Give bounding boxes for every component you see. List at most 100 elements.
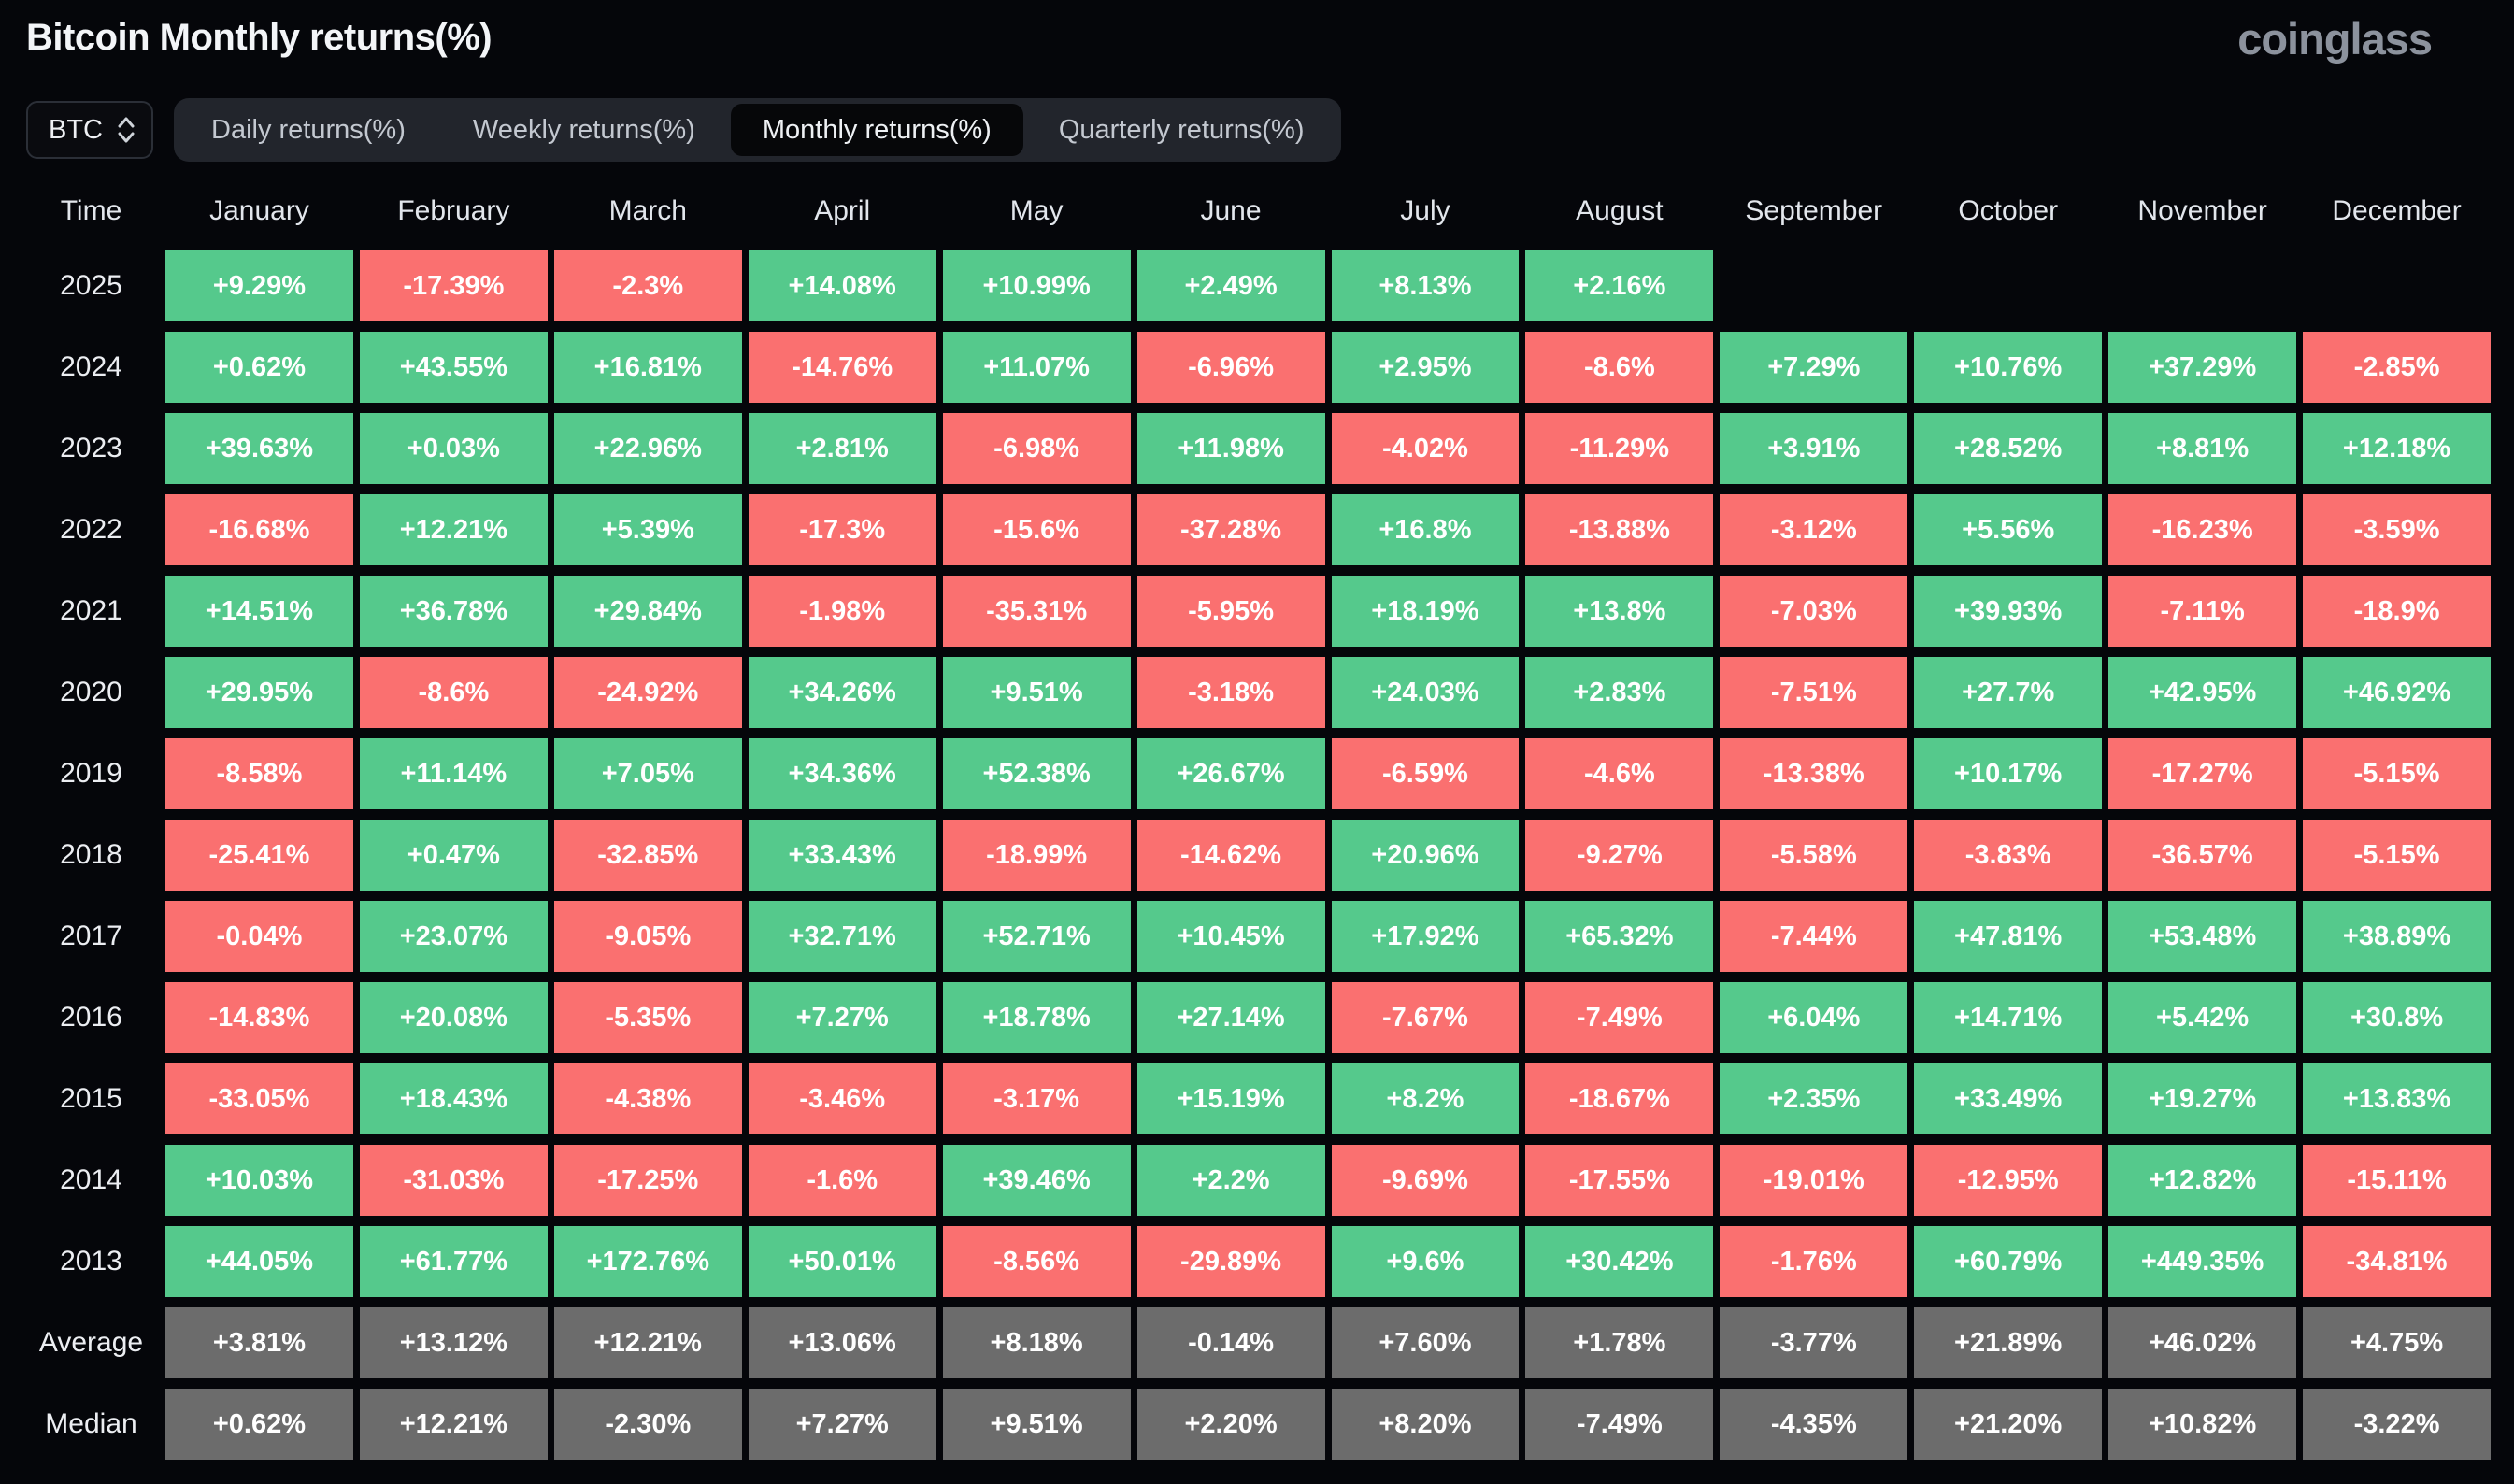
- return-cell: +12.21%: [359, 1389, 548, 1460]
- row-label-2013: 2013: [60, 1246, 122, 1277]
- return-cell: -16.23%: [2108, 494, 2297, 565]
- return-cell: +2.83%: [1525, 657, 1714, 728]
- monthly-returns-table: Time January February March April May June July…: [23, 182, 2491, 1460]
- return-cell: -2.85%: [2303, 332, 2491, 403]
- return-cell: +27.7%: [1914, 657, 2103, 728]
- return-cell: -18.67%: [1525, 1063, 1714, 1134]
- return-cell: -7.51%: [1720, 657, 1908, 728]
- return-cell: +12.21%: [553, 1307, 742, 1378]
- row-label-2019: 2019: [60, 758, 122, 789]
- return-cell: +52.38%: [942, 738, 1131, 809]
- return-cell: -7.44%: [1720, 901, 1908, 972]
- return-cell: +37.29%: [2108, 332, 2297, 403]
- return-cell-empty: [1720, 250, 1907, 321]
- return-cell: +61.77%: [359, 1226, 548, 1297]
- return-cell: -32.85%: [553, 820, 742, 891]
- return-cell: +11.14%: [359, 738, 548, 809]
- tab-weekly-returns[interactable]: Weekly returns(%): [472, 114, 695, 145]
- return-cell-empty: [1914, 250, 2102, 321]
- return-cell: +449.35%: [2108, 1226, 2297, 1297]
- return-cell: -4.02%: [1331, 413, 1520, 484]
- return-cell: -5.95%: [1136, 576, 1325, 647]
- month-header-january: January: [209, 195, 309, 226]
- return-cell: +20.96%: [1331, 820, 1520, 891]
- symbol-select[interactable]: BTC: [26, 101, 153, 159]
- return-cell: -15.6%: [942, 494, 1131, 565]
- tab-quarterly-returns[interactable]: Quarterly returns(%): [1058, 114, 1305, 145]
- return-cell: +29.84%: [553, 576, 742, 647]
- return-cell: +10.99%: [942, 250, 1131, 321]
- return-cell: -7.49%: [1525, 982, 1714, 1053]
- return-cell: +4.75%: [2303, 1307, 2491, 1378]
- return-cell: -6.59%: [1331, 738, 1520, 809]
- row-label-2022: 2022: [60, 514, 122, 545]
- return-cell: +12.21%: [359, 494, 548, 565]
- return-cell: +36.78%: [359, 576, 548, 647]
- row-label-2021: 2021: [60, 595, 122, 626]
- time-column-header: Time: [60, 195, 122, 226]
- return-cell: +172.76%: [553, 1226, 742, 1297]
- return-cell: +13.06%: [748, 1307, 936, 1378]
- return-cell: +8.20%: [1331, 1389, 1520, 1460]
- return-cell: -0.14%: [1136, 1307, 1325, 1378]
- return-cell: +6.04%: [1720, 982, 1908, 1053]
- return-cell: +8.13%: [1331, 250, 1520, 321]
- return-cell: -7.49%: [1525, 1389, 1714, 1460]
- return-cell: +19.27%: [2108, 1063, 2297, 1134]
- row-label-2023: 2023: [60, 433, 122, 464]
- return-cell: +7.27%: [748, 1389, 936, 1460]
- return-cell: +47.81%: [1914, 901, 2103, 972]
- return-cell: +3.91%: [1720, 413, 1908, 484]
- return-cell: +2.49%: [1136, 250, 1325, 321]
- return-cell: +5.56%: [1914, 494, 2103, 565]
- return-cell: +0.03%: [359, 413, 548, 484]
- return-cell: +13.8%: [1525, 576, 1714, 647]
- return-cell: +16.8%: [1331, 494, 1520, 565]
- row-label-2016: 2016: [60, 1002, 122, 1033]
- tab-monthly-returns[interactable]: Monthly returns(%): [730, 104, 1023, 156]
- return-cell: -17.3%: [748, 494, 936, 565]
- return-cell: +21.89%: [1914, 1307, 2103, 1378]
- return-cell: -4.6%: [1525, 738, 1714, 809]
- return-cell: +0.62%: [165, 1389, 353, 1460]
- return-cell: -3.46%: [748, 1063, 936, 1134]
- month-header-december: December: [2332, 195, 2462, 226]
- return-cell: -19.01%: [1720, 1145, 1908, 1216]
- return-cell: -3.17%: [942, 1063, 1131, 1134]
- return-cell: -1.76%: [1720, 1226, 1908, 1297]
- select-chevrons-icon: [116, 114, 136, 146]
- return-cell: +30.8%: [2303, 982, 2491, 1053]
- return-cell: +60.79%: [1914, 1226, 2103, 1297]
- return-cell: +9.6%: [1331, 1226, 1520, 1297]
- return-cell: +9.51%: [942, 657, 1131, 728]
- return-cell: +2.2%: [1136, 1145, 1325, 1216]
- return-cell: -2.30%: [553, 1389, 742, 1460]
- return-cell: +24.03%: [1331, 657, 1520, 728]
- return-cell: +8.18%: [942, 1307, 1131, 1378]
- return-cell: +18.19%: [1331, 576, 1520, 647]
- return-cell: -9.69%: [1331, 1145, 1520, 1216]
- return-cell: +2.16%: [1525, 250, 1714, 321]
- return-cell: -5.15%: [2303, 820, 2491, 891]
- return-cell: +17.92%: [1331, 901, 1520, 972]
- return-cell: +15.19%: [1136, 1063, 1325, 1134]
- return-cell: -8.58%: [165, 738, 353, 809]
- return-cell: -9.27%: [1525, 820, 1714, 891]
- return-cell: +1.78%: [1525, 1307, 1714, 1378]
- symbol-select-value: BTC: [49, 114, 103, 145]
- return-cell-empty: [2108, 250, 2296, 321]
- return-cell: +10.76%: [1914, 332, 2103, 403]
- return-cell: -3.83%: [1914, 820, 2103, 891]
- return-cell: +33.49%: [1914, 1063, 2103, 1134]
- month-header-may: May: [1009, 195, 1064, 226]
- tab-daily-returns[interactable]: Daily returns(%): [211, 114, 406, 145]
- return-cell: +23.07%: [359, 901, 548, 972]
- return-cell: -1.98%: [748, 576, 936, 647]
- month-header-april: April: [814, 195, 871, 226]
- return-cell: +5.39%: [553, 494, 742, 565]
- return-cell: -7.03%: [1720, 576, 1908, 647]
- return-cell: +32.71%: [748, 901, 936, 972]
- return-cell: +11.07%: [942, 332, 1131, 403]
- month-header-june: June: [1200, 195, 1262, 226]
- return-cell: +44.05%: [165, 1226, 353, 1297]
